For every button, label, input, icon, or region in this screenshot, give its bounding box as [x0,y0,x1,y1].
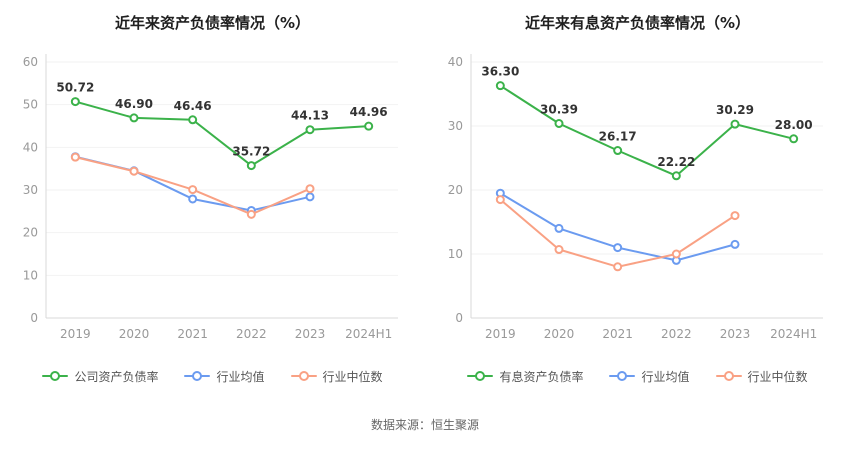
charts-row: 近年来资产负债率情况（%） 0 10 20 30 40 50 60 2019 2020 2021 2… [0,0,850,386]
legend-item-industry-mean[interactable]: 行业均值 [184,368,265,385]
svg-text:2019: 2019 [485,327,516,341]
legend-item-company-debt-ratio[interactable]: 公司资产负债率 [42,368,158,385]
svg-text:30: 30 [23,183,38,197]
interest-debt-ratio-line-chart: 0 10 20 30 40 2019 2020 2021 2022 2023 2024H1 36.30… [448,54,823,341]
svg-text:50: 50 [23,98,38,112]
svg-text:46.46: 46.46 [174,99,212,113]
svg-text:44.96: 44.96 [350,105,388,119]
legend-label: 有息资产负债率 [499,369,584,384]
svg-text:2021: 2021 [602,327,633,341]
legend-item-industry-mean[interactable]: 行业均值 [609,368,690,385]
svg-text:30.29: 30.29 [716,103,754,117]
svg-text:50.72: 50.72 [56,81,94,95]
legend-item-interest-debt-ratio[interactable]: 有息资产负债率 [467,368,583,385]
legend-label: 行业中位数 [322,369,383,384]
svg-text:2024H1: 2024H1 [770,327,817,341]
svg-text:46.90: 46.90 [115,97,153,111]
debt-ratio-line-chart: 0 10 20 30 40 50 60 2019 2020 2021 2022 2023 2024H1 5… [23,54,398,341]
svg-text:2021: 2021 [177,327,208,341]
line-marker-icon [290,371,317,381]
svg-text:0: 0 [455,311,463,325]
svg-text:10: 10 [448,247,463,261]
legend-label: 行业均值 [641,369,690,384]
svg-text:2020: 2020 [544,327,575,341]
legend-item-industry-median[interactable]: 行业中位数 [290,368,383,385]
legend-label: 行业中位数 [747,369,808,384]
svg-text:2023: 2023 [720,327,751,341]
data-source-note: 数据来源：恒生聚源 [370,418,479,432]
svg-text:35.72: 35.72 [232,145,270,159]
svg-text:2020: 2020 [119,327,150,341]
svg-text:2019: 2019 [60,327,91,341]
svg-text:60: 60 [23,55,38,69]
chart-title-debt-ratio: 近年来资产负债率情况（%） [114,14,311,32]
svg-text:10: 10 [23,268,38,282]
legend-interest-debt-ratio: 有息资产负债率 行业均值 行业中位数 [467,366,808,386]
svg-text:30.39: 30.39 [540,103,578,117]
chart-panel-debt-ratio: 近年来资产负债率情况（%） 0 10 20 30 40 50 60 2019 2020 2021 2… [0,0,425,386]
svg-text:30: 30 [448,119,463,133]
svg-text:2022: 2022 [236,327,267,341]
line-marker-icon [715,371,742,381]
svg-text:40: 40 [448,55,463,69]
chart-panel-interest-debt-ratio: 近年来有息资产负债率情况（%） 0 10 20 30 40 2019 2020 2021 202… [425,0,850,386]
legend-item-industry-median[interactable]: 行业中位数 [715,368,808,385]
svg-text:2024H1: 2024H1 [345,327,392,341]
line-marker-icon [184,371,211,381]
svg-text:20: 20 [448,183,463,197]
line-marker-icon [609,371,636,381]
svg-text:2022: 2022 [661,327,692,341]
svg-text:40: 40 [23,140,38,154]
chart-title-interest-debt-ratio: 近年来有息资产负债率情况（%） [524,14,751,32]
svg-text:28.00: 28.00 [775,118,813,132]
svg-text:2023: 2023 [295,327,326,341]
svg-text:26.17: 26.17 [599,130,637,144]
svg-text:22.22: 22.22 [657,155,695,169]
svg-text:36.30: 36.30 [481,65,519,79]
line-marker-icon [42,371,69,381]
legend-debt-ratio: 公司资产负债率 行业均值 行业中位数 [42,366,383,386]
line-marker-icon [467,371,494,381]
svg-text:0: 0 [30,311,38,325]
svg-text:20: 20 [23,226,38,240]
legend-label: 公司资产负债率 [74,369,159,384]
legend-label: 行业均值 [216,369,265,384]
svg-text:44.13: 44.13 [291,109,329,123]
